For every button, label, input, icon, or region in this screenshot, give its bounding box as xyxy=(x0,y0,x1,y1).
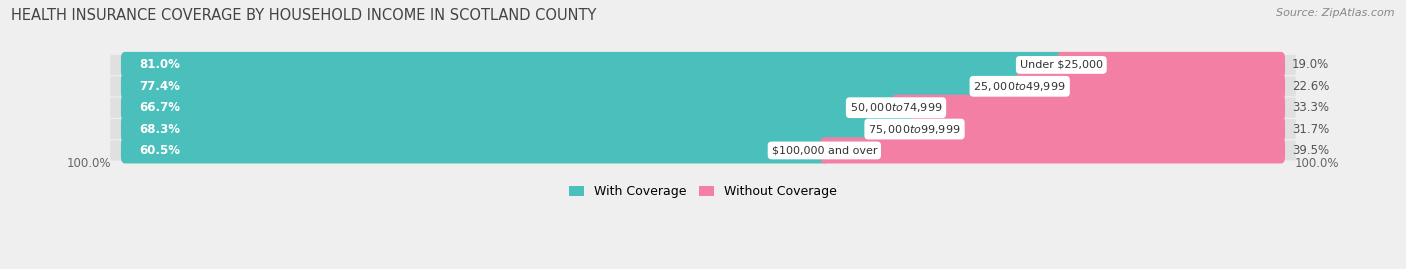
FancyBboxPatch shape xyxy=(110,119,1296,139)
Text: $75,000 to $99,999: $75,000 to $99,999 xyxy=(869,123,960,136)
FancyBboxPatch shape xyxy=(110,76,1296,96)
FancyBboxPatch shape xyxy=(121,95,900,121)
Text: 100.0%: 100.0% xyxy=(1295,157,1339,170)
FancyBboxPatch shape xyxy=(110,98,1296,118)
Text: 31.7%: 31.7% xyxy=(1292,123,1329,136)
FancyBboxPatch shape xyxy=(891,95,1285,121)
FancyBboxPatch shape xyxy=(1015,73,1285,99)
FancyBboxPatch shape xyxy=(110,55,1296,75)
FancyBboxPatch shape xyxy=(911,116,1285,142)
FancyBboxPatch shape xyxy=(121,116,918,142)
FancyBboxPatch shape xyxy=(121,73,1024,99)
Text: 77.4%: 77.4% xyxy=(139,80,180,93)
Text: 19.0%: 19.0% xyxy=(1292,58,1329,72)
FancyBboxPatch shape xyxy=(110,140,1296,161)
Text: Under $25,000: Under $25,000 xyxy=(1019,60,1102,70)
Text: 33.3%: 33.3% xyxy=(1292,101,1329,114)
Text: HEALTH INSURANCE COVERAGE BY HOUSEHOLD INCOME IN SCOTLAND COUNTY: HEALTH INSURANCE COVERAGE BY HOUSEHOLD I… xyxy=(11,8,596,23)
Text: $25,000 to $49,999: $25,000 to $49,999 xyxy=(973,80,1066,93)
FancyBboxPatch shape xyxy=(121,137,828,164)
FancyBboxPatch shape xyxy=(820,137,1285,164)
FancyBboxPatch shape xyxy=(1057,52,1285,78)
Text: 66.7%: 66.7% xyxy=(139,101,180,114)
Text: 22.6%: 22.6% xyxy=(1292,80,1329,93)
FancyBboxPatch shape xyxy=(121,52,1066,78)
Text: Source: ZipAtlas.com: Source: ZipAtlas.com xyxy=(1277,8,1395,18)
Text: 60.5%: 60.5% xyxy=(139,144,180,157)
Legend: With Coverage, Without Coverage: With Coverage, Without Coverage xyxy=(564,180,842,203)
Text: 39.5%: 39.5% xyxy=(1292,144,1329,157)
Text: $50,000 to $74,999: $50,000 to $74,999 xyxy=(849,101,942,114)
Text: 100.0%: 100.0% xyxy=(67,157,111,170)
Text: 68.3%: 68.3% xyxy=(139,123,180,136)
Text: 81.0%: 81.0% xyxy=(139,58,180,72)
Text: $100,000 and over: $100,000 and over xyxy=(772,146,877,155)
